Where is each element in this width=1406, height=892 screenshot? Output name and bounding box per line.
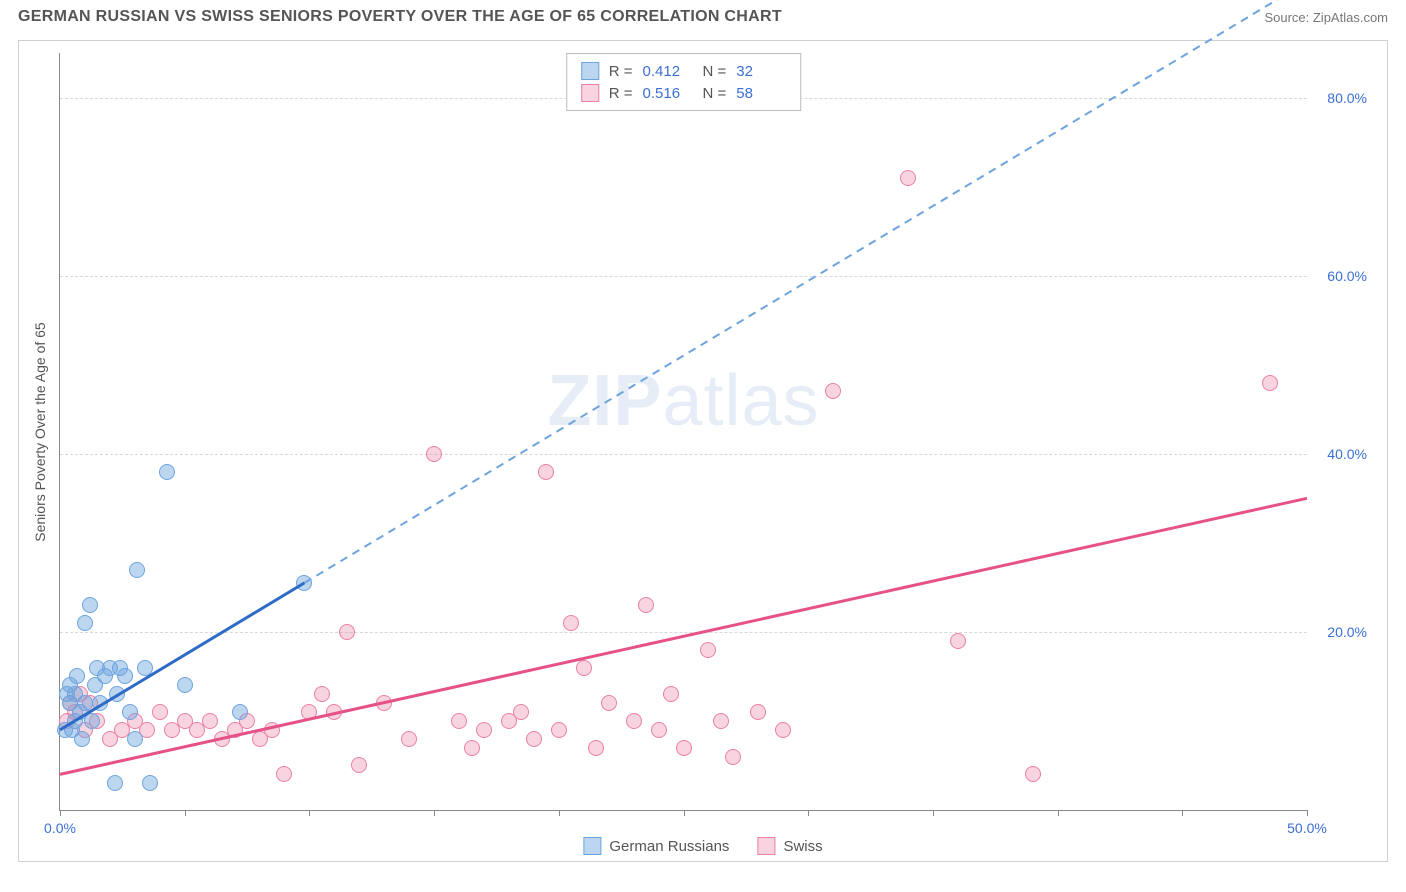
legend-label-swiss: Swiss bbox=[783, 838, 822, 855]
n-label: N = bbox=[703, 85, 727, 102]
y-tick-label: 20.0% bbox=[1327, 624, 1367, 640]
y-axis-label: Seniors Poverty Over the Age of 65 bbox=[32, 322, 48, 541]
n-value-swiss: 58 bbox=[736, 85, 786, 102]
r-label: R = bbox=[609, 85, 633, 102]
stat-row-german: R = 0.412 N = 32 bbox=[581, 60, 787, 82]
x-tick-label: 50.0% bbox=[1287, 820, 1327, 836]
x-tick bbox=[185, 810, 186, 816]
r-value-german: 0.412 bbox=[643, 63, 693, 80]
y-tick-label: 40.0% bbox=[1327, 446, 1367, 462]
legend-item-german: German Russians bbox=[583, 837, 729, 855]
y-tick-label: 80.0% bbox=[1327, 90, 1367, 106]
x-tick-label: 0.0% bbox=[44, 820, 76, 836]
swatch-swiss-icon bbox=[757, 837, 775, 855]
r-value-swiss: 0.516 bbox=[643, 85, 693, 102]
x-tick bbox=[1182, 810, 1183, 816]
stat-legend: R = 0.412 N = 32 R = 0.516 N = 58 bbox=[566, 53, 802, 111]
r-label: R = bbox=[609, 63, 633, 80]
legend-label-german: German Russians bbox=[609, 838, 729, 855]
source-label: Source: ZipAtlas.com bbox=[1264, 10, 1388, 25]
swatch-german-icon bbox=[581, 62, 599, 80]
x-tick bbox=[684, 810, 685, 816]
chart-container: Seniors Poverty Over the Age of 65 ZIPat… bbox=[18, 40, 1388, 862]
x-tick bbox=[1307, 810, 1308, 816]
x-tick bbox=[434, 810, 435, 816]
legend-item-swiss: Swiss bbox=[757, 837, 822, 855]
series-legend: German Russians Swiss bbox=[583, 837, 822, 855]
x-tick bbox=[309, 810, 310, 816]
n-label: N = bbox=[703, 63, 727, 80]
x-tick bbox=[808, 810, 809, 816]
x-tick bbox=[60, 810, 61, 816]
n-value-german: 32 bbox=[736, 63, 786, 80]
chart-title: GERMAN RUSSIAN VS SWISS SENIORS POVERTY … bbox=[18, 8, 782, 26]
swatch-german-icon bbox=[583, 837, 601, 855]
x-tick bbox=[559, 810, 560, 816]
swatch-swiss-icon bbox=[581, 84, 599, 102]
y-tick-label: 60.0% bbox=[1327, 268, 1367, 284]
stat-row-swiss: R = 0.516 N = 58 bbox=[581, 82, 787, 104]
x-tick bbox=[1058, 810, 1059, 816]
x-tick bbox=[933, 810, 934, 816]
plot-area: Seniors Poverty Over the Age of 65 ZIPat… bbox=[59, 53, 1307, 811]
trend-lines bbox=[60, 53, 1307, 810]
